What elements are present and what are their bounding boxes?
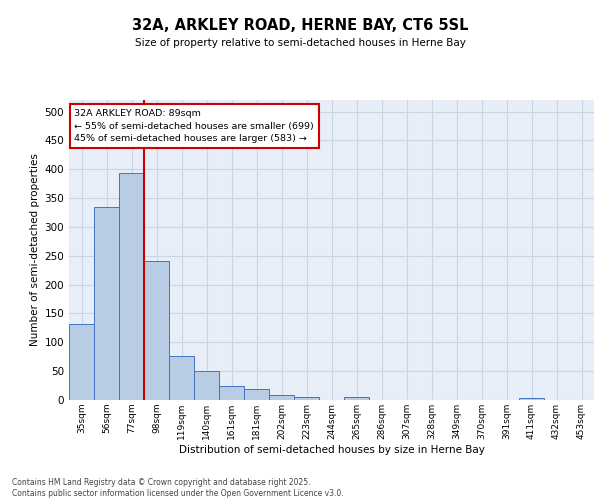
Text: 32A ARKLEY ROAD: 89sqm
← 55% of semi-detached houses are smaller (699)
45% of se: 32A ARKLEY ROAD: 89sqm ← 55% of semi-det… <box>74 109 314 143</box>
Bar <box>519 398 544 400</box>
Text: Contains HM Land Registry data © Crown copyright and database right 2025.
Contai: Contains HM Land Registry data © Crown c… <box>12 478 344 498</box>
Bar <box>244 389 269 400</box>
Bar <box>119 174 144 400</box>
Bar <box>269 396 294 400</box>
Bar <box>344 397 369 400</box>
Bar <box>69 324 94 400</box>
Bar <box>94 206 119 400</box>
X-axis label: Distribution of semi-detached houses by size in Herne Bay: Distribution of semi-detached houses by … <box>179 444 484 454</box>
Bar <box>144 261 169 400</box>
Y-axis label: Number of semi-detached properties: Number of semi-detached properties <box>30 154 40 346</box>
Bar <box>194 370 219 400</box>
Bar <box>169 356 194 400</box>
Text: 32A, ARKLEY ROAD, HERNE BAY, CT6 5SL: 32A, ARKLEY ROAD, HERNE BAY, CT6 5SL <box>132 18 468 32</box>
Text: Size of property relative to semi-detached houses in Herne Bay: Size of property relative to semi-detach… <box>134 38 466 48</box>
Bar <box>294 397 319 400</box>
Bar <box>219 386 244 400</box>
